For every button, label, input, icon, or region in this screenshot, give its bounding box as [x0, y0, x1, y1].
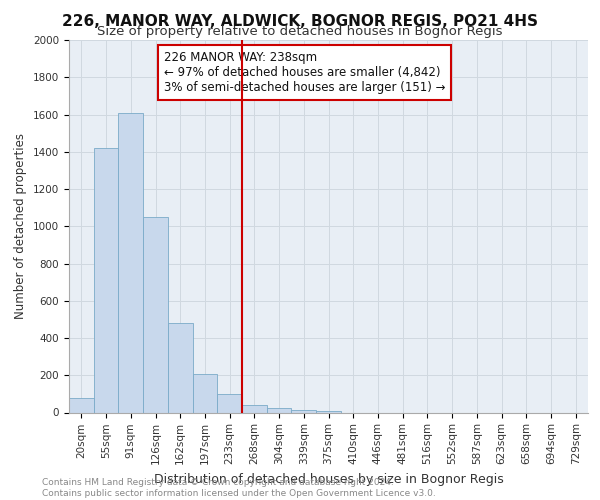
Bar — [193, 374, 217, 412]
Bar — [94, 148, 118, 412]
Bar — [217, 394, 242, 412]
Text: Size of property relative to detached houses in Bognor Regis: Size of property relative to detached ho… — [97, 25, 503, 38]
Text: 226 MANOR WAY: 238sqm
← 97% of detached houses are smaller (4,842)
3% of semi-de: 226 MANOR WAY: 238sqm ← 97% of detached … — [164, 51, 445, 94]
Bar — [316, 410, 341, 412]
Text: 226, MANOR WAY, ALDWICK, BOGNOR REGIS, PO21 4HS: 226, MANOR WAY, ALDWICK, BOGNOR REGIS, P… — [62, 14, 538, 29]
Bar — [292, 410, 316, 412]
Bar — [168, 323, 193, 412]
Bar — [267, 408, 292, 412]
Bar — [242, 405, 267, 412]
Y-axis label: Number of detached properties: Number of detached properties — [14, 133, 28, 320]
Bar — [143, 217, 168, 412]
X-axis label: Distribution of detached houses by size in Bognor Regis: Distribution of detached houses by size … — [154, 472, 503, 486]
Bar — [69, 398, 94, 412]
Bar — [118, 112, 143, 412]
Text: Contains HM Land Registry data © Crown copyright and database right 2024.
Contai: Contains HM Land Registry data © Crown c… — [42, 478, 436, 498]
